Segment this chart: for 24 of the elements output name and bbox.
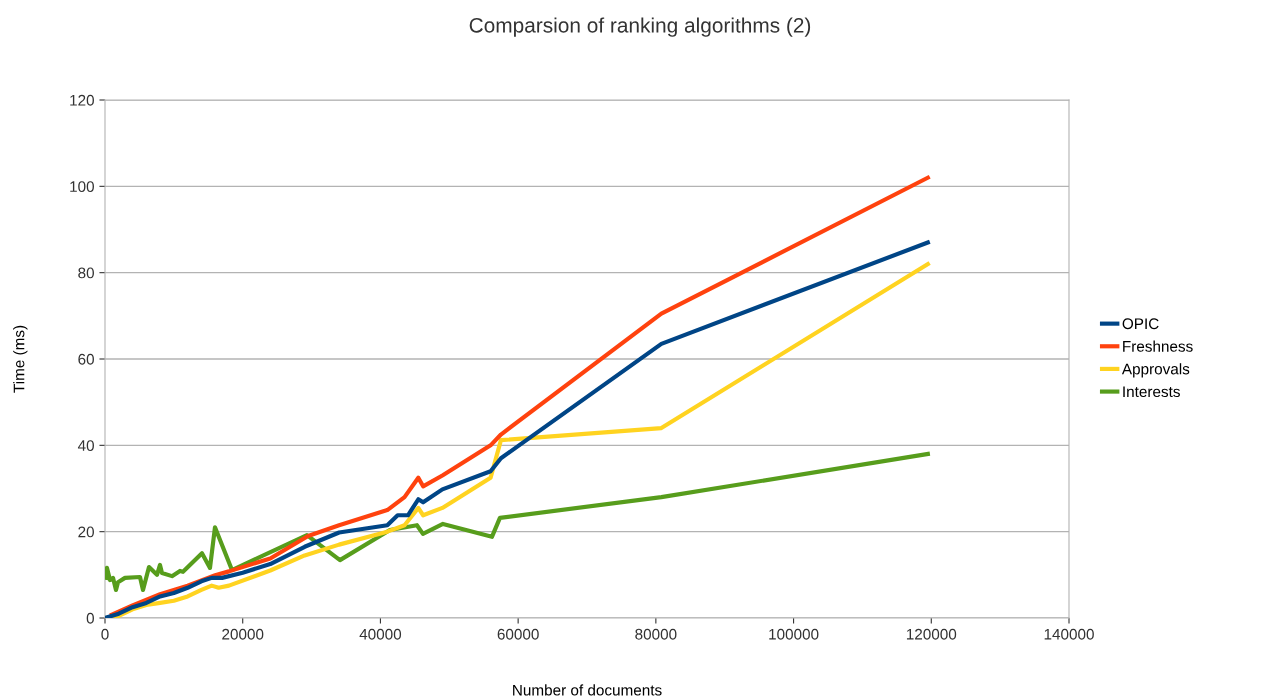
y-tick-label: 40	[77, 440, 94, 452]
x-tick-label: 80000	[635, 628, 677, 640]
legend-label: Approvals	[1121, 363, 1190, 378]
legend-label: OPIC	[1122, 318, 1159, 330]
y-tick-label: 60	[78, 353, 94, 365]
x-tick-label: 20000	[222, 628, 264, 640]
legend-label: Interests	[1123, 386, 1180, 398]
x-axis-title: Number of documents	[513, 684, 662, 696]
x-tick-label: 120000	[906, 628, 957, 640]
x-tick-label: 40000	[359, 628, 402, 640]
legend-label: Freshness	[1123, 340, 1193, 352]
x-tick-label: 0	[101, 628, 109, 640]
y-tick-label: 80	[78, 267, 94, 279]
y-axis-title: Time (ms)	[13, 325, 28, 393]
y-tick-label: 0	[86, 612, 94, 624]
x-tick-label: 140000	[1044, 628, 1094, 640]
y-tick-label: 120	[70, 94, 94, 106]
x-tick-label: 60000	[497, 628, 539, 640]
y-tick-label: 20	[78, 526, 94, 538]
y-tick-label: 100	[70, 181, 94, 193]
x-tick-label: 100000	[769, 628, 819, 640]
chart-title: Comparsion of ranking algorithms (2)	[469, 17, 811, 37]
line-series	[105, 451, 930, 593]
line-series	[109, 175, 930, 617]
